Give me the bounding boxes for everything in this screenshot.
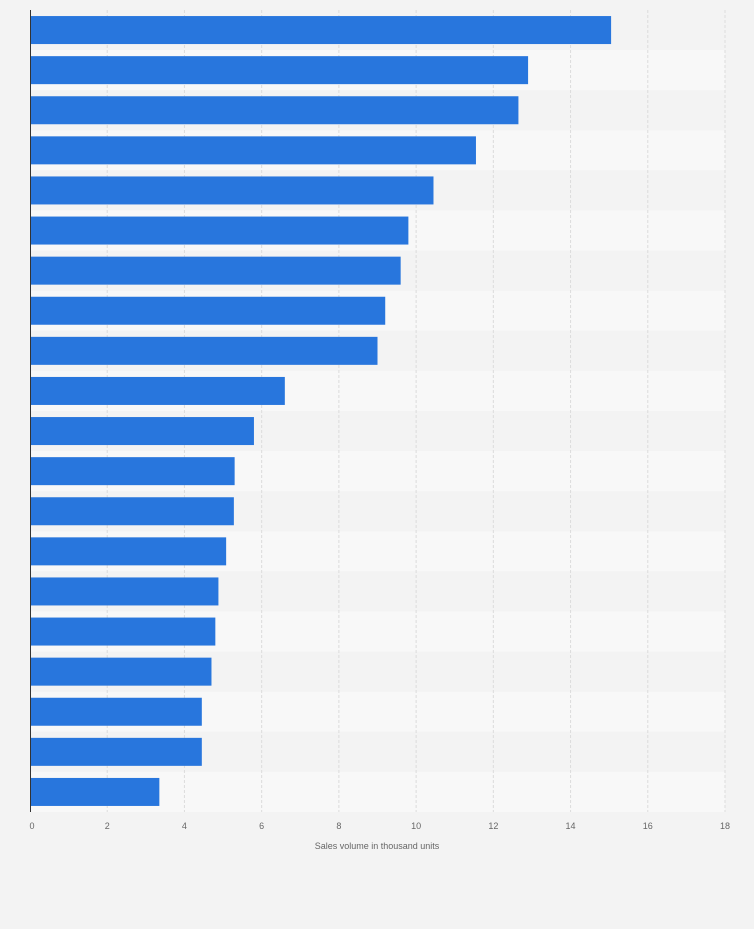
x-tick-label: 4 [182, 821, 187, 831]
bar[interactable] [30, 737, 202, 766]
x-tick-label: 6 [259, 821, 264, 831]
x-tick-label: 10 [411, 821, 421, 831]
bar[interactable] [30, 617, 216, 646]
x-tick-label: 0 [29, 821, 34, 831]
bar[interactable] [30, 216, 409, 245]
bar[interactable] [30, 457, 235, 486]
bar[interactable] [30, 96, 519, 125]
bar[interactable] [30, 376, 285, 405]
bar[interactable] [30, 497, 234, 526]
bar[interactable] [30, 256, 401, 285]
x-tick-label: 2 [105, 821, 110, 831]
bar[interactable] [30, 176, 434, 205]
x-tick-label: 14 [566, 821, 576, 831]
bar[interactable] [30, 777, 160, 806]
bar[interactable] [30, 537, 227, 566]
bar[interactable] [30, 56, 529, 85]
bar[interactable] [30, 336, 378, 365]
gridlines [106, 10, 726, 812]
x-axis-title: Sales volume in thousand units [315, 841, 440, 851]
bar[interactable] [30, 417, 254, 446]
bars [30, 16, 612, 806]
bar[interactable] [30, 697, 202, 726]
x-tick-label: 12 [488, 821, 498, 831]
bar[interactable] [30, 136, 476, 165]
x-tick-label: 16 [643, 821, 653, 831]
x-tick-labels: 0 2 4 6 8 10 12 14 16 18 [29, 821, 730, 831]
bar[interactable] [30, 296, 386, 325]
x-tick-label: 8 [336, 821, 341, 831]
bar[interactable] [30, 657, 212, 686]
bar[interactable] [30, 577, 219, 606]
bar[interactable] [30, 16, 612, 45]
row-bands [30, 10, 725, 812]
x-tick-label: 18 [720, 821, 730, 831]
